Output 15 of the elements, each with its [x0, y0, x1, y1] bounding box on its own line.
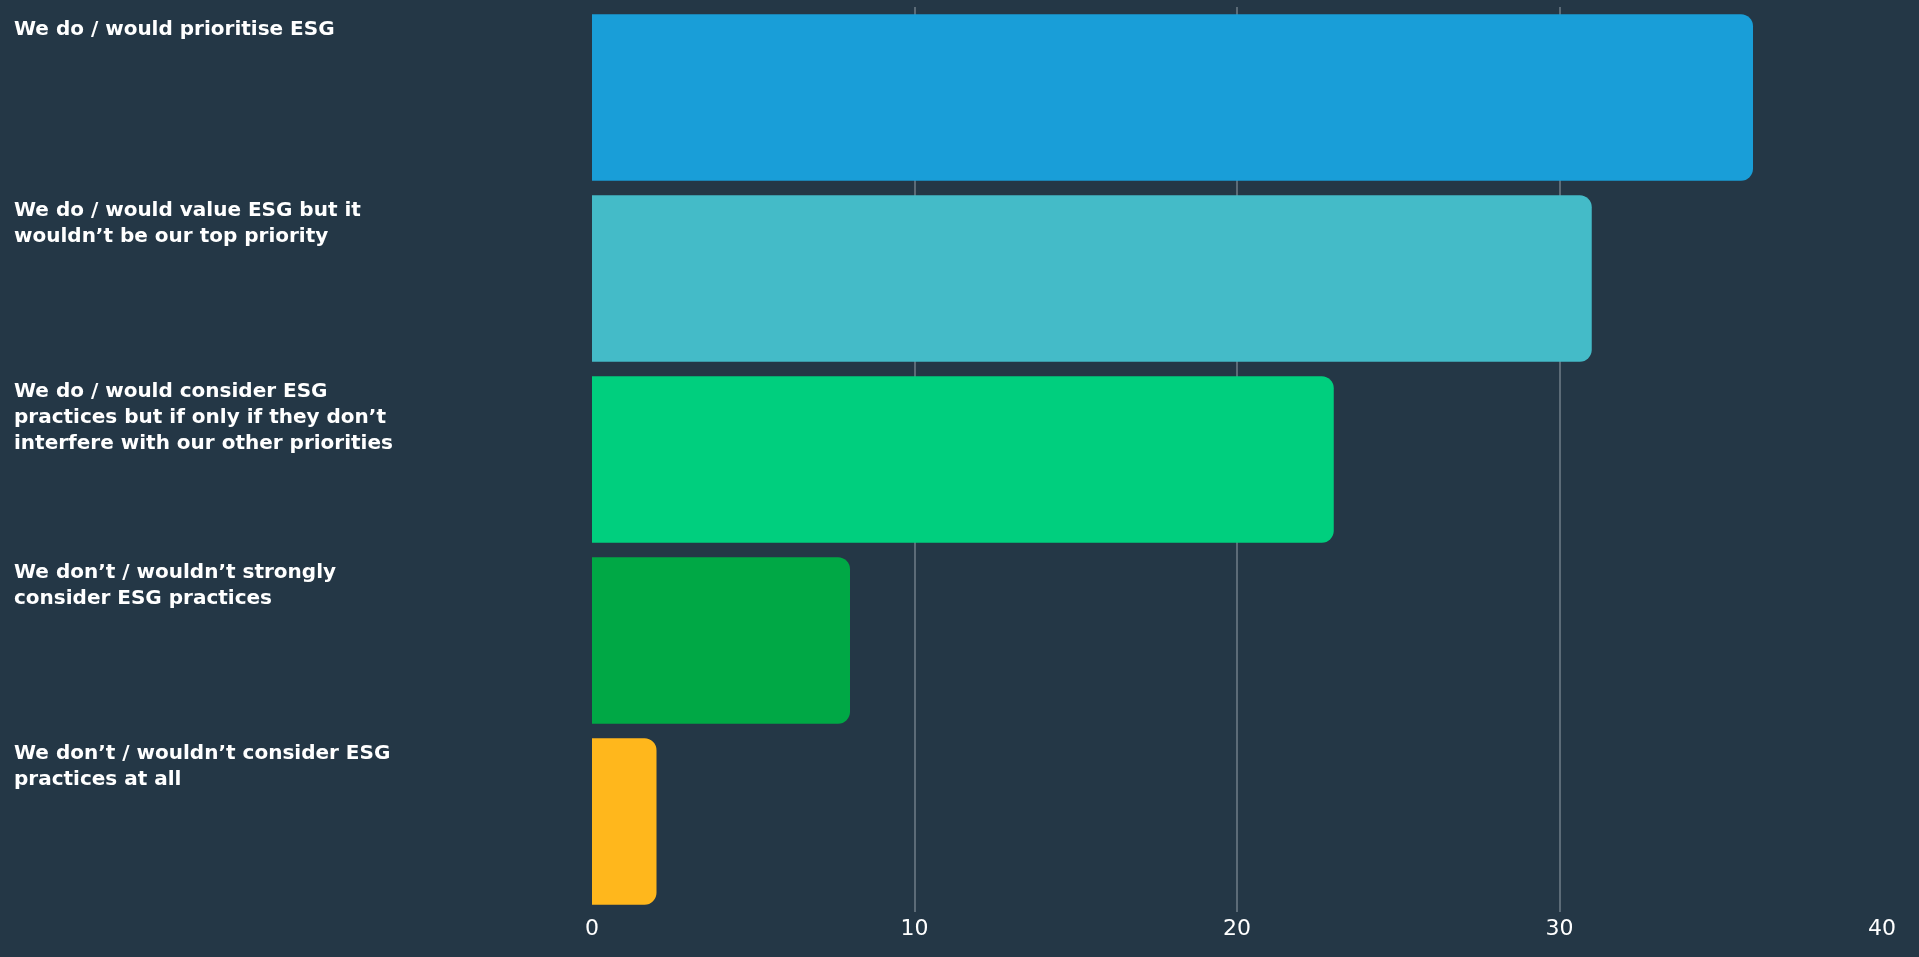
y-tick-label: We do / would prioritise ESG: [14, 16, 335, 40]
x-tick-label: 40: [1868, 915, 1896, 940]
y-tick-label: We don’t / wouldn’t strongly consider ESG practices: [14, 559, 337, 609]
bar: [592, 738, 657, 905]
y-tick-label: We do / would value ESG but it wouldn’t be our top priority: [14, 197, 362, 247]
x-tick-label: 0: [585, 915, 599, 940]
bar: [592, 195, 1592, 362]
x-tick-label: 20: [1223, 915, 1251, 940]
y-tick-label: We do / would consider ESG practices but if only if they don’t interfere with our other priorities: [14, 378, 393, 454]
bar: [592, 557, 850, 724]
bar: [592, 376, 1334, 543]
x-tick-label: 30: [1545, 915, 1574, 940]
x-tick-label: 10: [900, 915, 929, 940]
bar: [592, 14, 1753, 181]
y-tick-label: We don’t / wouldn’t consider ESG practices at all: [14, 740, 391, 790]
